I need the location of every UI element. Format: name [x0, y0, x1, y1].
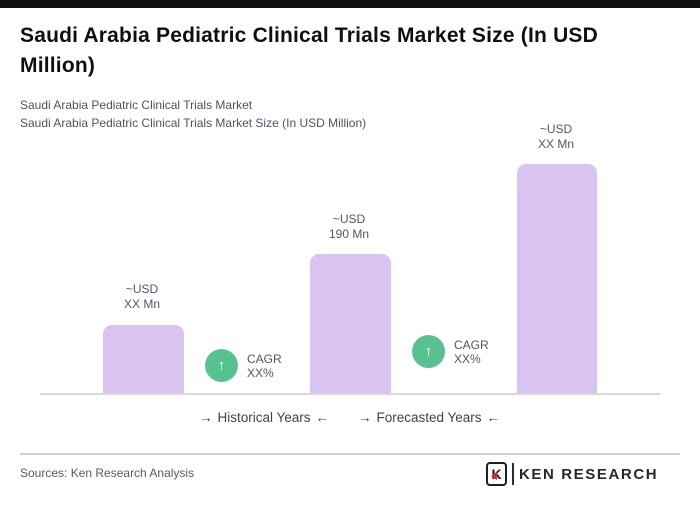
up-arrow-icon: ↑ — [217, 357, 226, 374]
cagr-badge-historical: ↑ CAGR XX% — [205, 349, 282, 382]
bar-value-line1: ~USD — [332, 212, 366, 226]
logo-red-triangle-icon — [491, 472, 497, 480]
bar-historical-start — [103, 325, 184, 394]
bar-value-line2: XX Mn — [537, 136, 574, 151]
logo-separator — [512, 463, 514, 485]
period-label-forecast: → Forecasted Years ← — [329, 410, 529, 425]
left-arrow-icon: ← — [315, 410, 330, 425]
bar-value-line2: 190 Mn — [328, 226, 370, 241]
bar-value-line1: ~USD — [539, 122, 573, 136]
cagr-value: XX% — [454, 351, 481, 366]
period-label-text: Historical Years — [217, 410, 311, 425]
top-accent-bar — [0, 0, 700, 8]
ken-research-logo: K KEN RESEARCH — [486, 461, 658, 487]
bar-value-label: ~USD XX Mn — [82, 282, 202, 311]
growth-arrow-icon: ↑ — [205, 349, 238, 382]
growth-arrow-icon: ↑ — [412, 335, 445, 368]
subtitle-line-2: Saudi Arabia Pediatric Clinical Trials M… — [20, 115, 367, 130]
period-label-text: Forecasted Years — [376, 410, 482, 425]
bar-forecast-end — [517, 164, 597, 394]
up-arrow-icon: ↑ — [424, 343, 433, 360]
right-arrow-icon: → — [357, 410, 372, 425]
bar-value-label: ~USD XX Mn — [496, 122, 616, 151]
cagr-label: CAGR — [454, 337, 489, 352]
right-arrow-icon: → — [198, 410, 213, 425]
bar-base-year — [310, 254, 391, 394]
cagr-value: XX% — [247, 365, 274, 380]
bar-value-line1: ~USD — [125, 282, 159, 296]
subtitle-block: Saudi Arabia Pediatric Clinical Trials M… — [20, 97, 620, 132]
x-axis-baseline — [40, 393, 660, 395]
footer-divider — [20, 453, 680, 455]
logo-k-box: K — [486, 462, 507, 486]
period-label-historical: → Historical Years ← — [164, 410, 364, 425]
cagr-badge-forecast: ↑ CAGR XX% — [412, 335, 489, 368]
bar-value-line2: XX Mn — [123, 296, 160, 311]
bar-value-label: ~USD 190 Mn — [289, 212, 409, 241]
logo-wordmark: KEN RESEARCH — [519, 465, 659, 483]
page-title: Saudi Arabia Pediatric Clinical Trials M… — [20, 24, 599, 77]
left-arrow-icon: ← — [486, 410, 501, 425]
cagr-text: CAGR XX% — [247, 352, 282, 380]
sources-text: Sources: Ken Research Analysis — [20, 466, 195, 480]
subtitle-line-1: Saudi Arabia Pediatric Clinical Trials M… — [20, 98, 253, 112]
cagr-label: CAGR — [247, 351, 282, 366]
cagr-text: CAGR XX% — [454, 338, 489, 366]
